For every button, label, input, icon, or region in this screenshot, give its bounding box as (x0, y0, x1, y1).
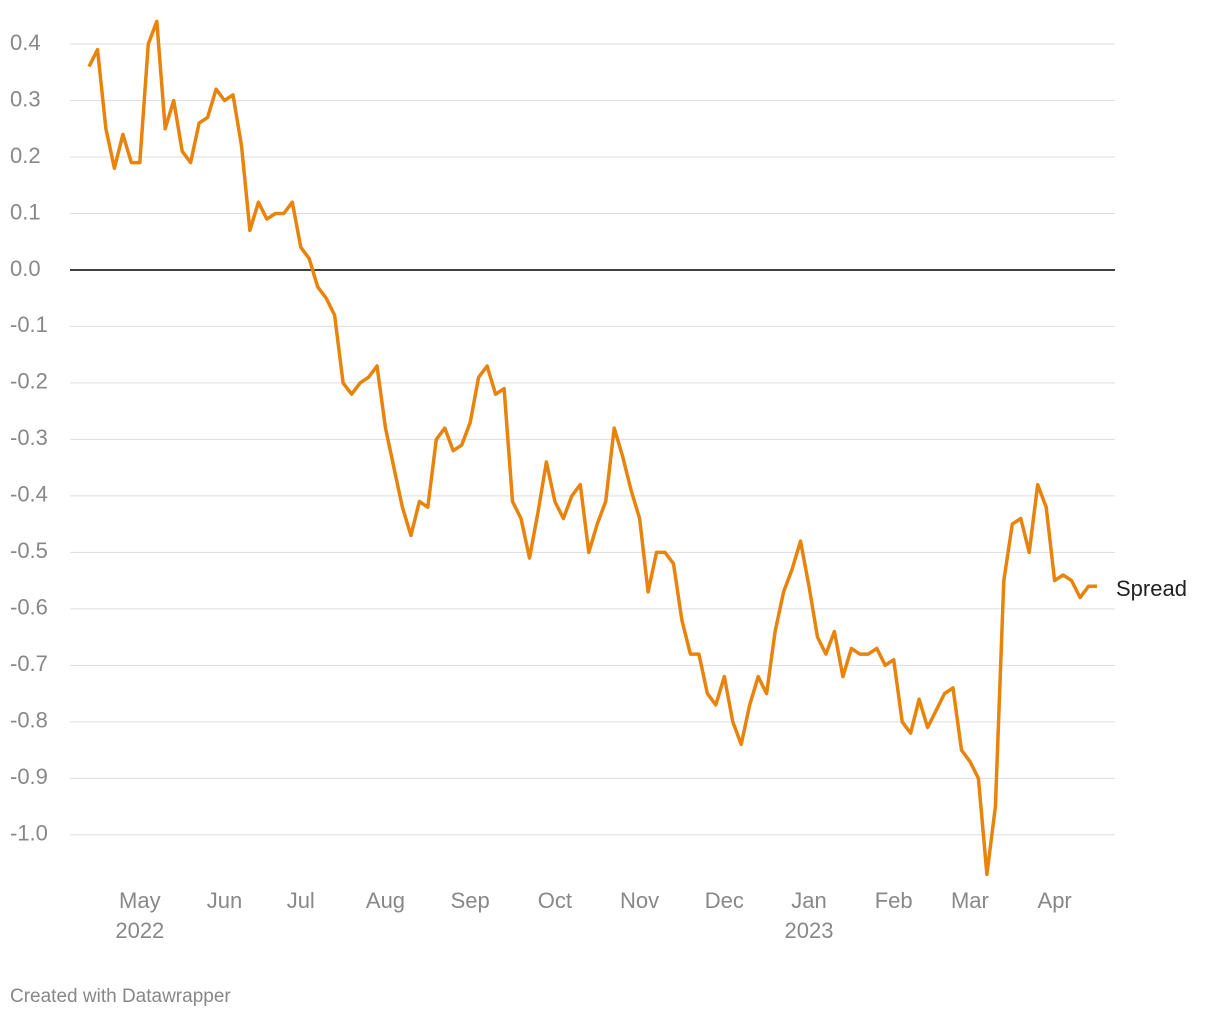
x-tick-label: May 2022 (115, 888, 164, 943)
x-tick-label: Jan 2023 (785, 888, 834, 943)
x-tick-label: Sep (451, 888, 490, 913)
series-label: Spread (1116, 576, 1187, 601)
y-tick-label: -1.0 (10, 821, 48, 846)
x-tick-label: Feb (875, 888, 913, 913)
x-tick-label: Oct (538, 888, 572, 913)
y-tick-label: 0.0 (10, 256, 41, 281)
y-tick-label: -0.9 (10, 764, 48, 789)
y-tick-label: -0.8 (10, 708, 48, 733)
x-tick-label: Apr (1038, 888, 1072, 913)
x-tick-label: Aug (366, 888, 405, 913)
y-tick-label: -0.4 (10, 482, 48, 507)
y-tick-label: -0.5 (10, 538, 48, 563)
x-tick-label: Jun (207, 888, 242, 913)
x-tick-label: Nov (620, 888, 659, 913)
y-tick-label: -0.7 (10, 651, 48, 676)
y-tick-label: -0.1 (10, 312, 48, 337)
x-tick-label: Jul (287, 888, 315, 913)
y-tick-label: -0.3 (10, 425, 48, 450)
y-tick-label: 0.1 (10, 199, 41, 224)
x-tick-label: Dec (705, 888, 744, 913)
y-tick-label: 0.4 (10, 30, 41, 55)
y-tick-label: 0.2 (10, 143, 41, 168)
series-line (87, 19, 1097, 877)
y-tick-label: 0.3 (10, 86, 41, 111)
footer: Created with Datawrapper (10, 986, 231, 1007)
y-tick-label: -0.6 (10, 595, 48, 620)
y-tick-label: -0.2 (10, 369, 48, 394)
x-tick-label: Mar (951, 888, 989, 913)
